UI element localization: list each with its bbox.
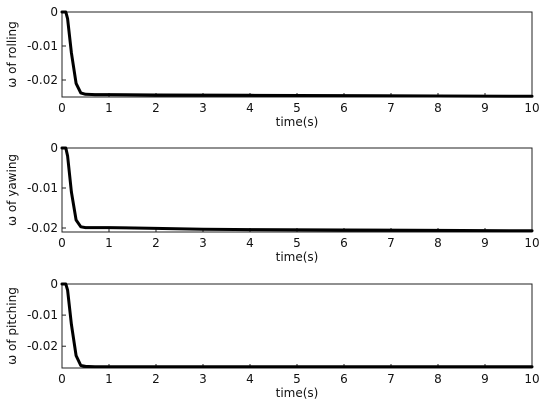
x-tick-label: 8: [434, 372, 442, 386]
x-tick-label: 7: [387, 372, 395, 386]
x-tick-label: 7: [387, 101, 395, 115]
x-tick-label: 10: [524, 101, 539, 115]
x-tick-label: 6: [340, 101, 348, 115]
x-tick-label: 5: [293, 372, 301, 386]
panel-pitching: 0 1 2 3 4 5 6 7 8 9 10 0 -0.01 -0.02 time(s) ω of pitch…: [5, 277, 540, 400]
x-tick-label: 4: [246, 101, 254, 115]
x-tick-label: 5: [293, 101, 301, 115]
x-tick-label: 6: [340, 372, 348, 386]
series-line-yawing: [60, 146, 534, 233]
x-tick-label: 3: [199, 101, 207, 115]
x-tick-label: 10: [524, 372, 539, 386]
y-tick-label: 0: [50, 5, 58, 19]
x-axis-label: time(s): [276, 250, 319, 264]
x-tick-label: 1: [105, 372, 113, 386]
x-tick-label: 5: [293, 236, 301, 250]
x-tick-label: 0: [58, 372, 66, 386]
y-tick-label: -0.01: [27, 181, 58, 195]
series-line-pitching: [60, 282, 534, 369]
y-axis-label: ω of rolling: [5, 21, 19, 87]
x-tick-label: 6: [340, 236, 348, 250]
x-tick-label: 1: [105, 236, 113, 250]
x-tick-label: 1: [105, 101, 113, 115]
plot-frame: [61, 11, 533, 98]
x-tick-label: 4: [246, 372, 254, 386]
x-tick-label: 2: [152, 101, 160, 115]
y-axis-label: ω of yawing: [5, 154, 19, 226]
x-tick-label: 2: [152, 372, 160, 386]
plot-frame: [61, 147, 533, 233]
panel-rolling: 0 1 2 3 4 5 6 7 8 9 10 0 -0.01 -0.02 time(s) ω of rolli…: [5, 5, 540, 129]
x-tick-label: 4: [246, 236, 254, 250]
y-tick-label: -0.01: [27, 308, 58, 322]
x-tick-label: 7: [387, 236, 395, 250]
series-line-rolling: [60, 10, 534, 98]
panel-yawing: 0 1 2 3 4 5 6 7 8 9 10 0 -0.01 -0.02 time(s) ω of yawin…: [5, 141, 540, 264]
y-tick-label: 0: [50, 277, 58, 291]
y-axis-label: ω of pitching: [5, 287, 19, 365]
x-tick-label: 10: [524, 236, 539, 250]
y-tick-label: 0: [50, 141, 58, 155]
x-tick-label: 9: [481, 101, 489, 115]
x-tick-label: 9: [481, 372, 489, 386]
y-tick-label: -0.02: [27, 221, 58, 235]
x-tick-label: 2: [152, 236, 160, 250]
x-tick-label: 0: [58, 236, 66, 250]
y-tick-label: -0.01: [27, 39, 58, 53]
plot-frame: [61, 283, 533, 369]
x-axis-label: time(s): [276, 386, 319, 400]
x-tick-label: 3: [199, 236, 207, 250]
x-tick-label: 8: [434, 236, 442, 250]
x-tick-label: 3: [199, 372, 207, 386]
y-tick-label: -0.02: [27, 73, 58, 87]
y-tick-label: -0.02: [27, 339, 58, 353]
x-tick-label: 9: [481, 236, 489, 250]
x-axis-label: time(s): [276, 115, 319, 129]
x-tick-label: 0: [58, 101, 66, 115]
x-tick-label: 8: [434, 101, 442, 115]
